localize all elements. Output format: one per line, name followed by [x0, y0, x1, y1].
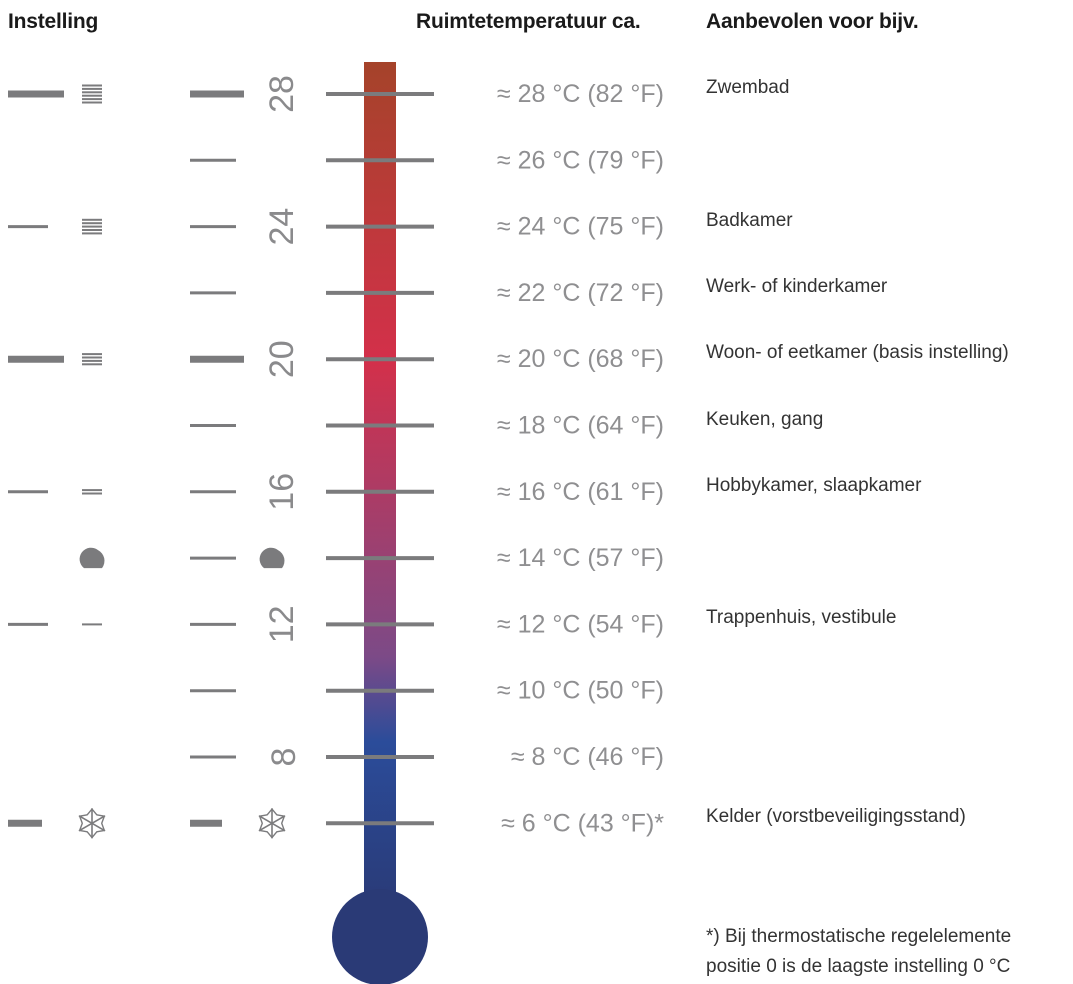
moon-icon	[259, 547, 285, 569]
temperature-label: ≈ 18 °C (64 °F)	[497, 412, 664, 440]
temperature-label: ≈ 26 °C (79 °F)	[497, 146, 664, 174]
footnote-line-1: *) Bij thermostatische regelelemente	[706, 926, 1012, 947]
temperature-label: ≈ 20 °C (68 °F)	[497, 345, 664, 373]
moon-icon	[79, 547, 105, 569]
scale-number: 16	[263, 473, 301, 511]
temperature-label: ≈ 12 °C (54 °F)	[497, 610, 664, 638]
scale-row: 8	[190, 748, 303, 767]
header-recommended: Aanbevolen voor bijv.	[706, 10, 919, 33]
thermometer-tube	[364, 62, 396, 912]
recommendation-label: Badkamer	[706, 209, 793, 231]
scale-number: 8	[265, 748, 303, 767]
setting-bars-icon	[82, 623, 102, 626]
recommendation-label: Trappenhuis, vestibule	[706, 607, 897, 629]
recommendation-label: Hobbykamer, slaapkamer	[706, 474, 922, 496]
scale-row: 20	[8, 340, 301, 378]
temperature-label: ≈ 8 °C (46 °F)	[511, 743, 664, 771]
setting-bars-icon	[82, 489, 102, 495]
footnote: *) Bij thermostatische regelelemente pos…	[706, 922, 1011, 982]
scale-number: 12	[263, 605, 301, 643]
setting-bars-icon	[82, 353, 102, 366]
footnote-line-2: positie 0 is de laagste instelling 0 °C	[706, 956, 1011, 977]
scale-row	[79, 547, 285, 569]
header-room-temperature: Ruimtetemperatuur ca.	[416, 10, 641, 33]
setting-bars-icon	[82, 84, 102, 104]
recommendation-label: Werk- of kinderkamer	[706, 275, 888, 297]
snowflake-icon	[78, 807, 106, 839]
temperature-label: ≈ 24 °C (75 °F)	[497, 213, 664, 241]
setting-bars-icon	[82, 218, 102, 235]
recommendation-label: Kelder (vorstbeveiligingsstand)	[706, 806, 966, 828]
temperature-label: ≈ 10 °C (50 °F)	[497, 677, 664, 705]
temperature-label: ≈ 14 °C (57 °F)	[497, 544, 664, 572]
recommendation-label: Zwembad	[706, 77, 790, 98]
scale-row: 16	[8, 473, 301, 511]
temperature-label: ≈ 22 °C (72 °F)	[497, 279, 664, 307]
scale-number: 28	[263, 75, 301, 113]
thermometer-bulb	[332, 889, 428, 984]
scale-number: 24	[263, 208, 301, 246]
scale-row: 28	[8, 75, 301, 113]
header-setting: Instelling	[8, 10, 99, 33]
snowflake-icon	[258, 807, 286, 839]
scale-row: 24	[8, 208, 301, 246]
temperature-label: ≈ 16 °C (61 °F)	[497, 478, 664, 506]
recommendation-label: Keuken, gang	[706, 408, 824, 430]
temperature-label: ≈ 28 °C (82 °F)	[497, 80, 664, 108]
scale-row: 12	[8, 605, 301, 643]
scale-row	[8, 807, 286, 839]
temperature-label: ≈ 6 °C (43 °F)*	[501, 809, 664, 837]
recommendation-label: Woon- of eetkamer (basis instelling)	[706, 342, 1009, 364]
scale-number: 20	[263, 340, 301, 378]
